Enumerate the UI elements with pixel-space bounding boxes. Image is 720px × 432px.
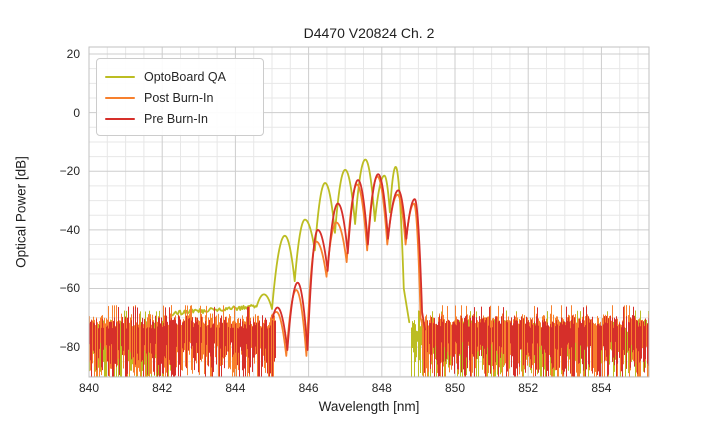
x-tick-label: 844 xyxy=(225,381,246,395)
x-tick-label: 848 xyxy=(371,381,392,395)
x-tick-label: 854 xyxy=(591,381,612,395)
legend-item: OptoBoard QA xyxy=(105,66,255,87)
y-tick-label: −60 xyxy=(59,281,80,296)
y-tick-label: 20 xyxy=(66,47,80,62)
y-tick-label: 0 xyxy=(73,105,80,120)
x-tick-label: 840 xyxy=(78,381,100,395)
y-tick-label: −80 xyxy=(59,340,80,355)
legend-line-pre-burn-in xyxy=(105,117,135,120)
legend-label: Post Burn-In xyxy=(144,90,214,105)
legend-line-optoboard-qa xyxy=(105,75,135,78)
x-tick-label: 846 xyxy=(298,381,319,395)
legend-label: OptoBoard QA xyxy=(144,69,226,84)
y-tick-label: −40 xyxy=(59,222,80,237)
chart-title: D4470 V20824 Ch. 2 xyxy=(303,25,435,41)
legend: OptoBoard QA Post Burn-In Pre Burn-In xyxy=(96,58,264,136)
y-axis-label: Optical Power [dB] xyxy=(13,156,29,268)
legend-label: Pre Burn-In xyxy=(144,111,208,126)
x-tick-label: 852 xyxy=(518,381,539,395)
x-tick-label: 842 xyxy=(152,381,173,395)
legend-item: Post Burn-In xyxy=(105,87,255,108)
y-tick-label: −20 xyxy=(59,164,80,179)
x-axis-label: Wavelength [nm] xyxy=(318,399,420,414)
legend-item: Pre Burn-In xyxy=(105,108,255,129)
legend-line-post-burn-in xyxy=(105,96,135,99)
x-tick-label: 850 xyxy=(444,381,466,395)
